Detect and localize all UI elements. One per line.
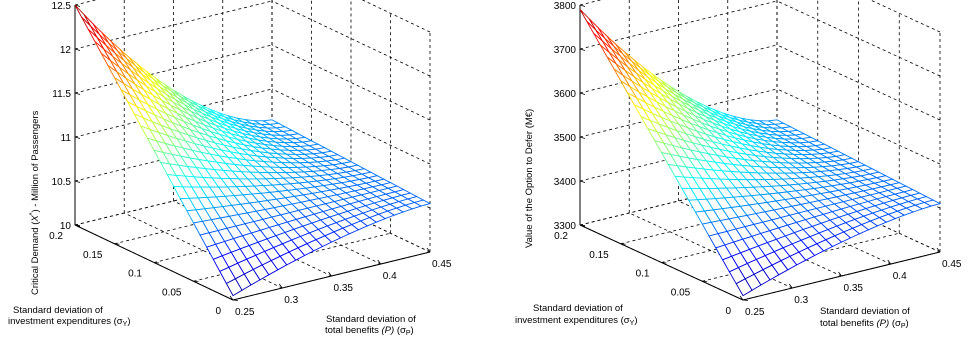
right-zlabel: Value of the Option to Defer (M€) [524,109,535,248]
right-y-tick-label: 0 [725,306,731,317]
right-ylabel-line2: investment expenditures (σY) [515,315,637,327]
left-x-tick-mark [328,271,332,277]
left-y-tick-label: 0 [215,306,221,317]
left-wall-grid-z [74,88,273,138]
left-surface-cell [74,4,91,27]
left-ylabel-line2: investment expenditures (σY) [8,316,130,328]
right-x-tick-mark [739,295,744,301]
left-z-tick-mark [74,92,81,95]
right-x-tick-mark [838,271,842,277]
right-z-tick-label: 3400 [554,177,577,188]
right-z-tick-mark [579,180,586,183]
left-z-tick-mark [74,136,81,139]
right-z-tick-label: 3300 [554,221,577,232]
left-z-tick-mark [74,48,81,51]
right-x-tick-label: 0.4 [893,271,907,282]
right-y-tick-label: 0.15 [589,250,609,261]
left-x-tick-label: 0.4 [383,271,397,282]
right-x-tick-mark [887,259,892,265]
left-z-tick-label: 10.5 [52,177,72,188]
right-y-tick-mark [702,280,708,283]
right-y-tick-label: 0.2 [554,231,568,242]
chart-left: 10 10.5 11 11.5 12 12.5 0 0.05 0.1 0.15 0.2 0.25 0.3… [8,0,452,337]
left-wall-grid-z [74,0,273,50]
left-zlabel: Critical Demand (X*) - Million of Passen… [29,110,41,295]
right-y-tick-mark [742,299,749,301]
right-z-tick-label: 3700 [554,45,577,56]
left-z-tick-label: 12 [60,45,72,56]
left-xlabel-line1: Standard deviation of [326,314,416,325]
right-z-tick-label: 3600 [554,89,577,100]
right-y-tick-mark [661,262,667,264]
right-floor-grid-y [702,232,900,282]
right-z-tick-label: 3500 [554,133,577,144]
right-x-tick-mark [936,247,941,253]
right-surface-cell [735,278,753,297]
right-z-tick-mark [579,136,586,139]
right-tick-labels: 3300 3400 3500 3600 3700 3800 0 0.05 0.1 0.15 0.2 0… [554,1,962,318]
left-wall-grid-z [74,44,273,94]
left-ylabel-line1: Standard deviation of [13,305,103,316]
right-y-tick-mark [579,224,586,226]
right-x-tick-label: 0.3 [794,295,808,306]
left-floor-grid-x [124,212,283,289]
left-x-tick-label: 0.3 [284,295,298,306]
right-z-tick-mark [579,4,586,7]
left-x-tick-mark [278,283,283,289]
left-y-tick-label: 0.2 [49,231,63,242]
right-z-tick-label: 3800 [554,1,577,12]
left-z-tick-label: 12.5 [52,1,72,12]
left-y-tick-label: 0.1 [128,269,142,280]
right-y-tick-mark [620,243,626,245]
left-x-tick-label: 0.35 [334,283,354,294]
left-x-tick-label: 0.25 [235,307,255,318]
right-xlabel-line1: Standard deviation of [820,306,910,317]
left-y-tick-mark [114,243,120,245]
left-y-tick-mark [232,299,239,301]
left-surface-mesh [74,4,432,297]
left-floor-grid-y [193,232,391,282]
left-x-tick-mark [426,247,431,253]
left-z-tick-label: 11 [61,133,72,144]
right-z-tick-mark [579,92,586,95]
left-wall-grid-z [271,44,431,121]
left-wall-grid-z [271,88,431,165]
right-x-tick-mark [788,283,793,289]
left-x-tick-label: 0.45 [432,259,452,270]
left-y-tick-mark [153,262,160,264]
right-wall-grid-z [579,88,778,138]
right-x-tick-label: 0.45 [942,259,962,270]
right-y-tick-label: 0.1 [636,269,650,280]
right-surface-cell [579,9,597,31]
left-tick-labels: 10 10.5 11 11.5 12 12.5 0 0.05 0.1 0.15 0.2 0.25 0.3… [49,1,452,318]
chart-right: 3300 3400 3500 3600 3700 3800 0 0.05 0.1 0.15 0.2 0… [515,0,962,330]
left-x-tick-mark [377,259,382,265]
left-wall-grid-z [271,0,431,77]
left-x-tick-mark [229,295,234,301]
left-y-tick-mark [74,224,81,226]
right-xlabel-line2: total benefits (P) (σP) [820,318,909,330]
right-z-tick-mark [579,48,586,51]
left-y-tick-label: 0.05 [162,287,182,298]
left-z-tick-mark [74,180,81,183]
right-wall-grid-z [579,44,778,94]
right-x-tick-label: 0.25 [745,307,765,318]
right-x-tick-label: 0.35 [844,283,864,294]
left-y-tick-label: 0.15 [83,250,103,261]
left-z-tick-label: 10 [60,221,72,232]
left-z-tick-label: 11.5 [52,89,71,100]
right-surface-mesh [579,9,942,297]
left-xlabel-line2: total benefits (P) (σP) [325,325,414,337]
right-y-tick-label: 0.05 [671,287,691,298]
left-surface-cell [225,278,243,297]
left-y-tick-mark [193,280,199,283]
right-wall-grid-z [579,0,778,50]
right-ylabel-line1: Standard deviation of [533,303,623,314]
